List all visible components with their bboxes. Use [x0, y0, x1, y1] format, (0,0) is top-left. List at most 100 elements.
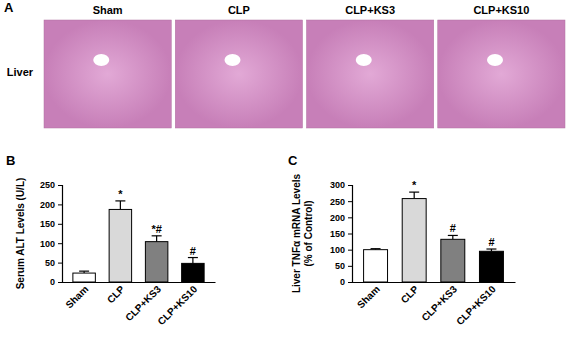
- bar: [109, 209, 131, 282]
- bar: [182, 263, 204, 282]
- tick: CLP+KS10: [156, 282, 200, 327]
- tick-label: 100: [40, 239, 55, 249]
- tick-label: 0: [50, 277, 55, 287]
- error-cap: [486, 248, 496, 249]
- tick-label: Sham: [63, 283, 90, 310]
- tick-label: Sham: [355, 283, 382, 310]
- column-label: Sham: [93, 4, 123, 16]
- error-cap: [371, 248, 381, 249]
- plot-area: [364, 192, 504, 282]
- tick: CLP+KS10: [454, 282, 498, 327]
- tick: Sham: [63, 282, 90, 310]
- tick-label: 250: [40, 180, 55, 190]
- tick-label: CLP: [399, 283, 421, 305]
- bar: [441, 239, 465, 282]
- tick-label: CLP+KS10: [454, 283, 498, 327]
- tick: 50: [45, 258, 62, 268]
- tick-mark: [58, 263, 62, 264]
- tick-label: 300: [330, 180, 345, 190]
- bar: [73, 273, 95, 282]
- figure: ALiverShamCLPCLP+KS3CLP+KS10B05010015020…: [0, 0, 567, 342]
- tick-mark: [58, 204, 62, 205]
- panel-label: C: [288, 153, 298, 168]
- significance-marker: *: [412, 179, 417, 191]
- error-bar: [156, 236, 157, 242]
- chart: B050100150200250ShamCLPCLP+KS3CLP+KS10Se…: [6, 153, 216, 327]
- tick: 100: [330, 245, 352, 255]
- axis-title: Serum ALT Levels (U/L): [15, 178, 26, 290]
- tick-mark: [58, 185, 62, 186]
- tick: 0: [340, 277, 352, 287]
- axis-line: [353, 282, 516, 283]
- axis-line: [348, 186, 353, 283]
- column-label: CLP+KS3: [345, 4, 395, 16]
- tick: 100: [40, 239, 62, 249]
- tick-mark: [348, 185, 352, 186]
- vessel-lumen: [225, 54, 241, 66]
- x-axis: Sham CLPCLP+KS3CLP+KS10: [353, 282, 516, 327]
- error-bar: [192, 258, 193, 264]
- error-bar: [120, 201, 121, 210]
- error-bar: [414, 192, 415, 198]
- bar: [402, 199, 426, 282]
- y-axis: 0 50 100 150 200 250: [40, 180, 63, 287]
- tick-mark: [58, 224, 62, 225]
- tick: CLP+KS3: [419, 282, 459, 323]
- tick-label: 50: [45, 258, 55, 268]
- vessel-lumen: [356, 54, 372, 66]
- significance-marker: *: [118, 188, 123, 200]
- bar: [479, 251, 503, 282]
- tick-mark: [58, 282, 62, 283]
- tick-label: 200: [40, 200, 55, 210]
- bar: [364, 250, 388, 282]
- vessel-lumen: [93, 54, 109, 66]
- tick-label: 250: [330, 197, 345, 207]
- row-label: Liver: [7, 66, 34, 78]
- histology-image: [438, 20, 565, 128]
- x-axis: ShamCLPCLP+KS3CLP+KS10: [63, 282, 216, 327]
- tick-label: 100: [330, 245, 345, 255]
- vessel-lumen: [487, 54, 503, 66]
- tick-label: CLP+KS10: [156, 283, 200, 327]
- tick-mark: [58, 243, 62, 244]
- error-cap: [448, 235, 458, 236]
- tick: 200: [330, 213, 352, 223]
- tick-label: 150: [40, 219, 55, 229]
- tick-mark: [348, 217, 352, 218]
- significance-marker: #: [488, 236, 494, 248]
- tick-label: 150: [330, 229, 345, 239]
- tick: 250: [40, 180, 62, 190]
- y-axis: 0 50 100 150 200 250 300: [330, 180, 353, 287]
- tick: Sham: [355, 282, 382, 310]
- tick-mark: [348, 250, 352, 251]
- tick-label: 0: [340, 277, 345, 287]
- tick: 250: [330, 197, 352, 207]
- tick-label: 200: [330, 213, 345, 223]
- tick-mark: [348, 234, 352, 235]
- tick: 200: [40, 200, 62, 210]
- error-cap: [152, 235, 162, 236]
- tick-label: 50: [335, 261, 345, 271]
- panel-label: A: [4, 0, 14, 15]
- tick-label: CLP: [105, 283, 127, 305]
- tick-label: CLP+KS3: [419, 283, 459, 323]
- significance-marker: *#: [151, 223, 161, 235]
- tick-mark: [348, 282, 352, 283]
- tick: CLP: [399, 282, 421, 305]
- histology-image: [307, 20, 434, 128]
- tick: 150: [40, 219, 62, 229]
- column-label: CLP+KS10: [473, 4, 529, 16]
- significance-marker: #: [450, 222, 456, 234]
- error-cap: [115, 200, 125, 201]
- bar: [145, 242, 167, 282]
- tick: 150: [330, 229, 352, 239]
- plot-area: [73, 201, 204, 282]
- error-cap: [409, 192, 419, 193]
- tick: 300: [330, 180, 352, 190]
- axis-title: Liver TNFα mRNA Levels: [291, 173, 302, 293]
- axis-line: [58, 186, 63, 283]
- error-cap: [188, 257, 198, 258]
- tick: 0: [50, 277, 62, 287]
- tick-mark: [348, 201, 352, 202]
- panel-label: B: [6, 153, 15, 168]
